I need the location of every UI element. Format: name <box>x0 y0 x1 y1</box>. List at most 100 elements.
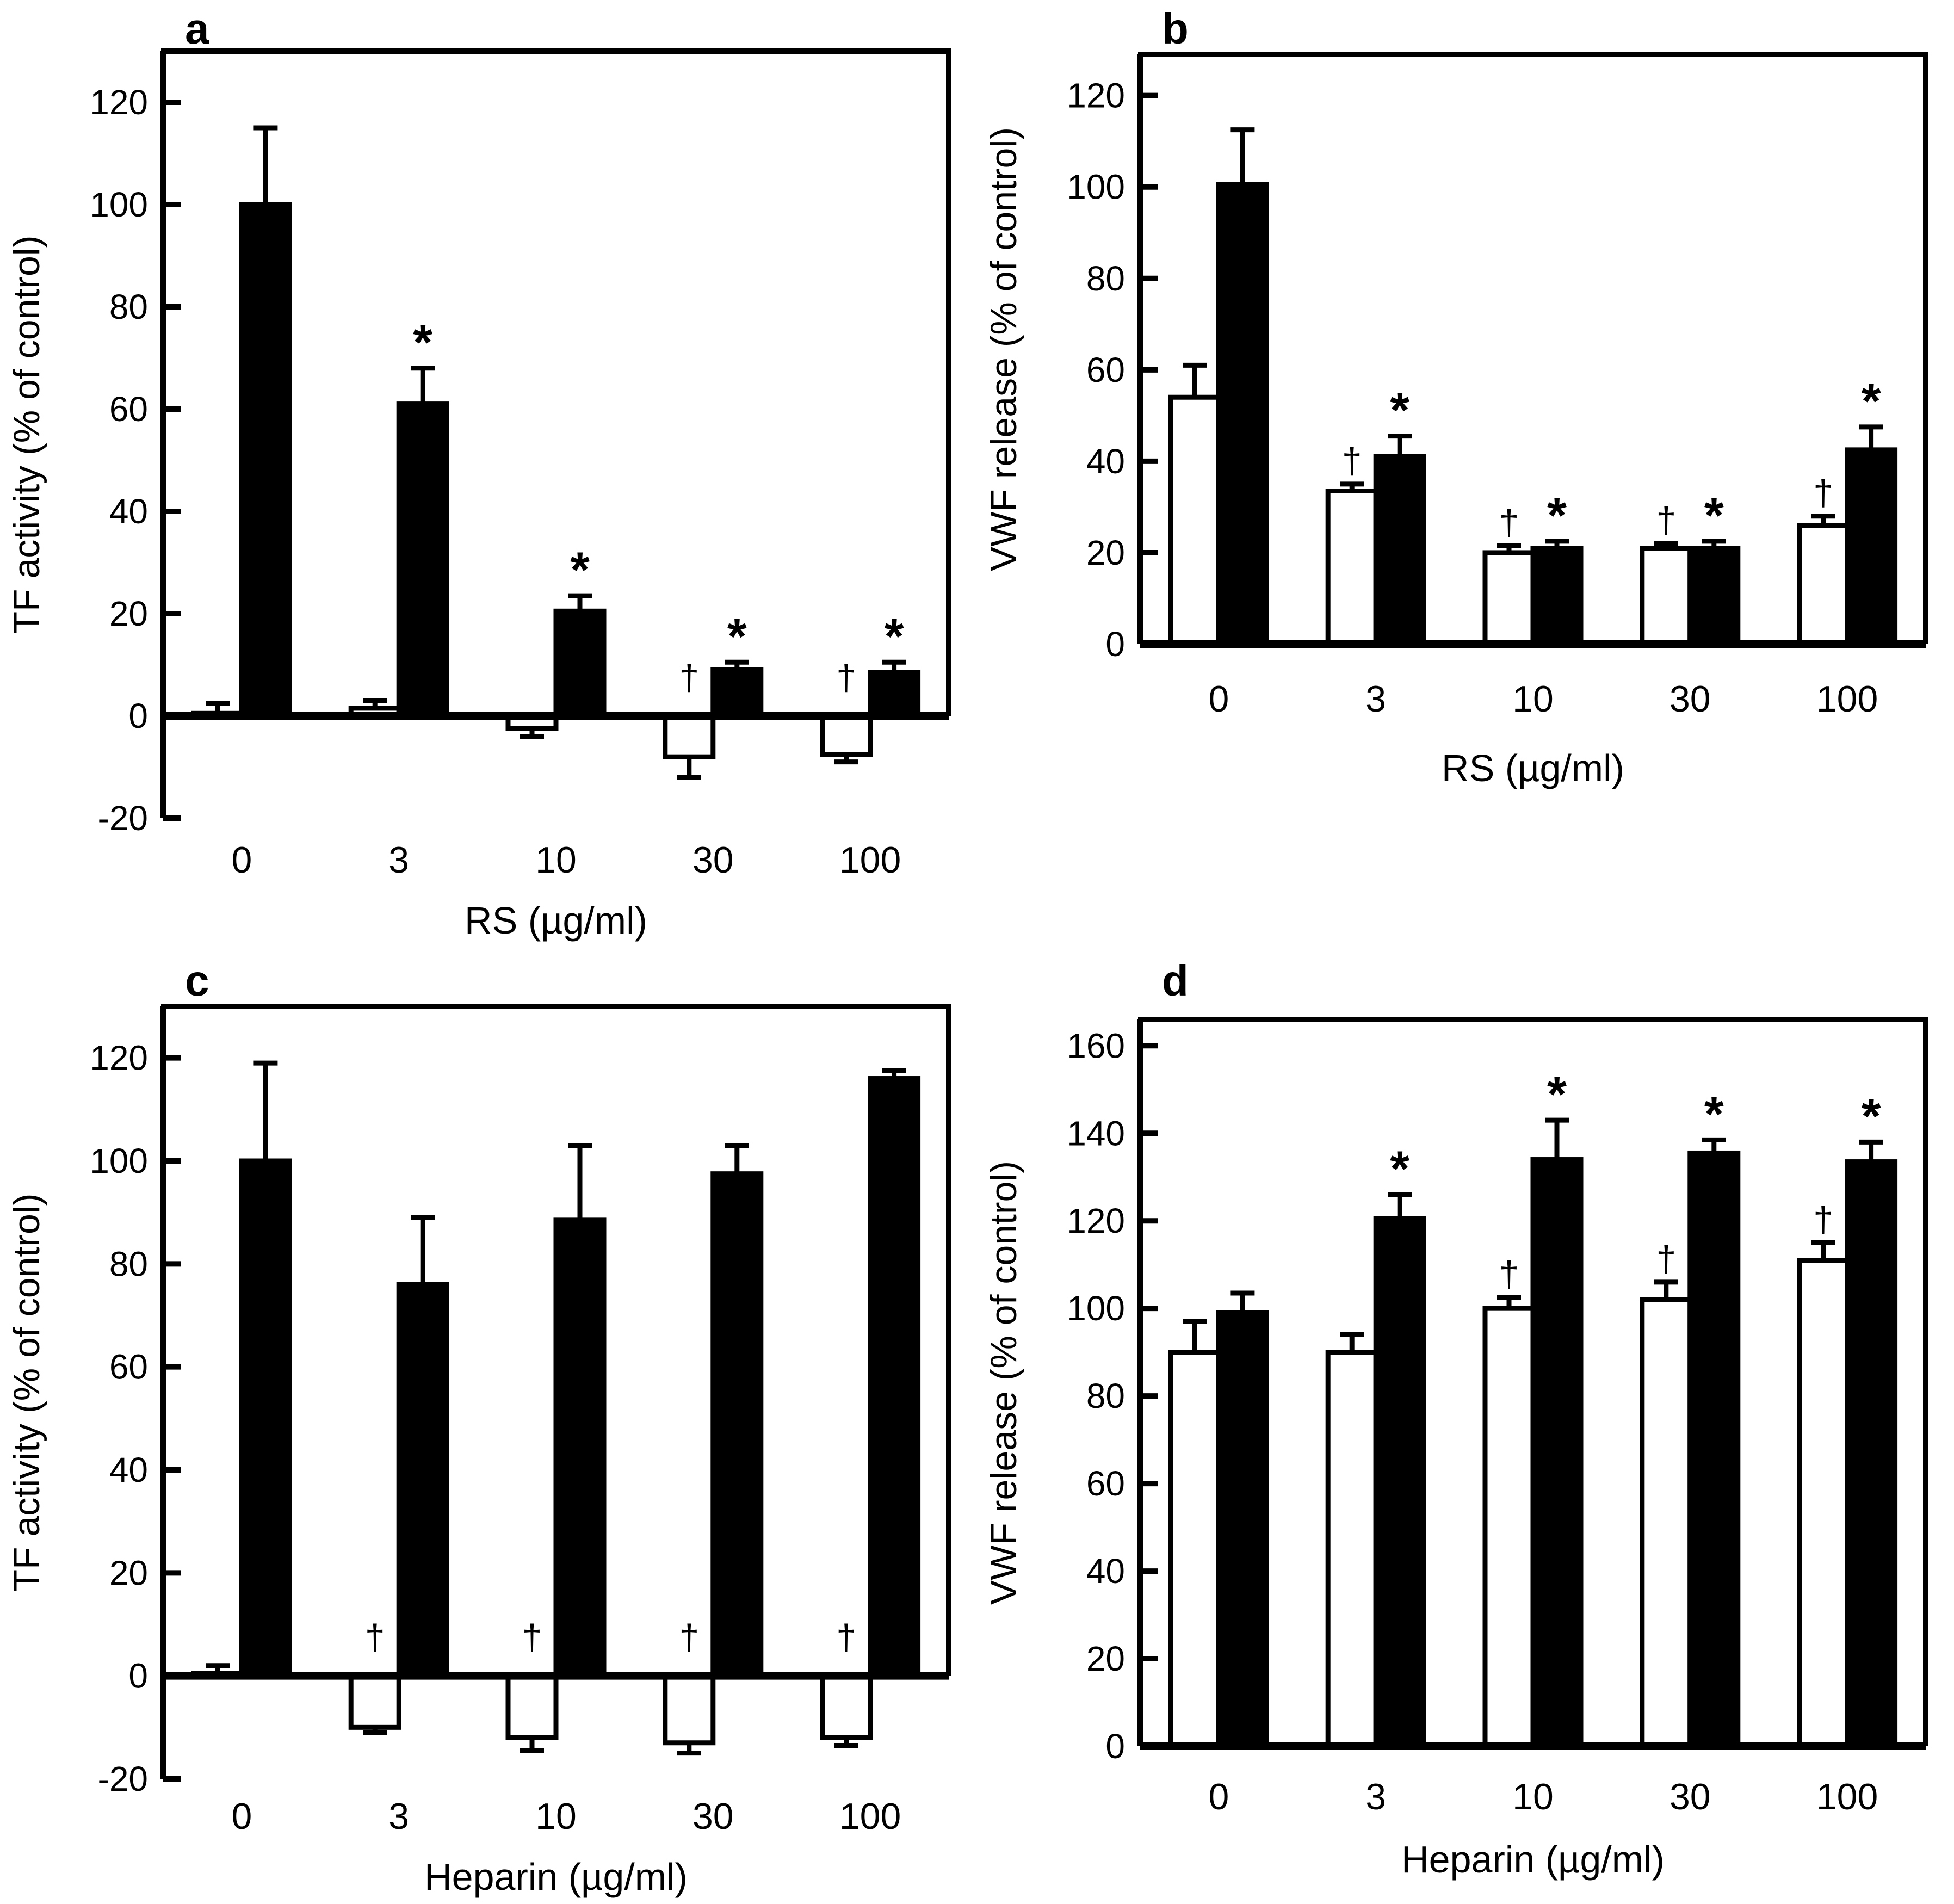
x-tick-label: 10 <box>1512 1776 1554 1818</box>
x-tick-label: 30 <box>1669 1776 1711 1818</box>
panel-d: † † † * * * * 0 20 40 60 80 100 120 140 160 0 3 10 30 100 Hep… <box>977 952 1954 1904</box>
x-axis-label: Heparin (µg/ml) <box>424 1856 688 1898</box>
panel-c: † † † † -20 0 20 40 60 80 100 120 0 3 10 30 100 Heparin (… <box>0 952 977 1904</box>
panel-letter: a <box>185 4 209 53</box>
y-axis-label: TF activity (% of control) <box>6 235 47 634</box>
sig-asterisk: * <box>1862 374 1881 429</box>
filled-bar <box>1216 182 1269 647</box>
sig-dagger: † <box>679 657 699 697</box>
open-bar <box>505 1673 559 1740</box>
sig-asterisk: * <box>1390 1141 1409 1197</box>
y-tick-label: 100 <box>90 185 148 224</box>
y-tick-label: 60 <box>1086 1464 1125 1503</box>
open-bar <box>348 1673 401 1730</box>
sig-asterisk: * <box>727 609 747 664</box>
y-tick-label: 80 <box>1086 259 1125 298</box>
filled-bar <box>1530 546 1584 647</box>
filled-bar <box>396 1282 449 1679</box>
x-tick-label: 30 <box>692 1796 734 1837</box>
y-tick-label: 120 <box>90 1038 148 1078</box>
panel-letter: c <box>185 956 209 1005</box>
y-tick-label: 120 <box>1067 1201 1125 1240</box>
open-bar <box>1797 1258 1850 1749</box>
panel-a: † † * * * * -20 0 20 40 60 80 100 120 0 3 10 30 100 RS (µg/… <box>0 0 977 952</box>
filled-bar <box>1845 447 1898 647</box>
y-tick-label: 0 <box>128 696 148 735</box>
x-tick-label: 0 <box>231 839 252 881</box>
y-tick-label: 120 <box>90 83 148 122</box>
panel-a-chart: † † * * * * -20 0 20 40 60 80 100 120 0 3 10 30 100 RS (µg/… <box>6 4 951 942</box>
open-bar <box>1640 1297 1693 1749</box>
y-tick-label: -20 <box>98 799 149 838</box>
y-tick-label: 100 <box>1067 1289 1125 1328</box>
y-tick-label: 0 <box>128 1656 148 1696</box>
filled-bar <box>710 667 764 719</box>
y-tick-label: -20 <box>98 1759 149 1798</box>
panel-letter: b <box>1162 4 1189 53</box>
open-bar <box>1797 523 1850 647</box>
sig-asterisk: * <box>1547 488 1567 543</box>
x-tick-label: 100 <box>1816 1776 1878 1818</box>
sig-dagger: † <box>836 657 856 697</box>
panel-c-chart: † † † † -20 0 20 40 60 80 100 120 0 3 10 30 100 Heparin (… <box>6 956 951 1898</box>
sig-asterisk: * <box>570 542 590 598</box>
sig-dagger: † <box>365 1617 385 1658</box>
y-tick-label: 60 <box>109 390 148 429</box>
x-axis-label: RS (µg/ml) <box>1442 747 1624 789</box>
sig-asterisk: * <box>1704 1086 1724 1142</box>
filled-bar <box>1530 1157 1584 1749</box>
x-tick-label: 10 <box>535 839 577 881</box>
x-tick-label: 100 <box>839 839 901 881</box>
open-bar <box>1325 488 1378 647</box>
filled-bar <box>553 1217 607 1679</box>
y-axis-label: VWF release (% of control) <box>983 1161 1024 1605</box>
y-tick-label: 40 <box>109 492 148 531</box>
sig-asterisk: * <box>885 609 904 664</box>
filled-bar <box>1687 1150 1741 1749</box>
open-bar <box>820 1673 873 1740</box>
x-tick-label: 0 <box>231 1796 252 1837</box>
x-tick-label: 3 <box>388 1796 409 1837</box>
sig-dagger: † <box>1499 1254 1519 1294</box>
y-tick-label: 160 <box>1067 1026 1125 1065</box>
y-axis-label: TF activity (% of control) <box>6 1193 47 1592</box>
sig-dagger: † <box>522 1617 542 1658</box>
filled-bar <box>1373 1216 1426 1749</box>
x-tick-label: 3 <box>1365 1776 1386 1818</box>
sig-asterisk: * <box>1547 1067 1567 1122</box>
x-tick-label: 100 <box>839 1796 901 1837</box>
sig-dagger: † <box>1813 1199 1833 1239</box>
y-tick-label: 20 <box>109 1553 148 1592</box>
y-axis-label: VWF release (% of control) <box>983 127 1024 571</box>
filled-bar <box>1687 546 1741 647</box>
open-bar <box>1482 1306 1536 1749</box>
y-tick-label: 20 <box>1086 1639 1125 1678</box>
filled-bar <box>239 1158 292 1679</box>
filled-bar <box>1373 454 1426 647</box>
open-bar <box>1168 1350 1221 1749</box>
x-tick-label: 30 <box>692 839 734 881</box>
y-tick-label: 80 <box>1086 1376 1125 1415</box>
sig-dagger: † <box>1342 441 1362 481</box>
y-tick-label: 20 <box>109 594 148 633</box>
filled-bar <box>396 401 449 719</box>
y-tick-label: 0 <box>1105 625 1125 664</box>
filled-bar <box>239 202 292 719</box>
x-tick-label: 100 <box>1816 678 1878 720</box>
open-bar <box>663 1673 716 1746</box>
sig-dagger: † <box>1656 1239 1676 1279</box>
panel-d-chart: † † † * * * * 0 20 40 60 80 100 120 140 160 0 3 10 30 100 Hep… <box>983 956 1928 1881</box>
filled-bar <box>710 1171 764 1679</box>
y-tick-label: 20 <box>1086 533 1125 572</box>
panel-b: † † † † * * * * 0 20 40 60 80 100 120 0 3 10 30 100 RS (µg/m… <box>977 0 1954 952</box>
x-axis-label: Heparin (µg/ml) <box>1401 1838 1665 1881</box>
x-tick-label: 10 <box>1512 678 1554 720</box>
sig-dagger: † <box>679 1617 699 1658</box>
filled-bar <box>868 1076 921 1679</box>
sig-asterisk: * <box>1390 383 1409 438</box>
sig-asterisk: * <box>1704 488 1724 543</box>
y-tick-label: 60 <box>1086 350 1125 390</box>
panel-b-chart: † † † † * * * * 0 20 40 60 80 100 120 0 3 10 30 100 RS (µg/m… <box>983 4 1928 789</box>
y-tick-label: 40 <box>1086 442 1125 481</box>
open-bar <box>1640 546 1693 647</box>
